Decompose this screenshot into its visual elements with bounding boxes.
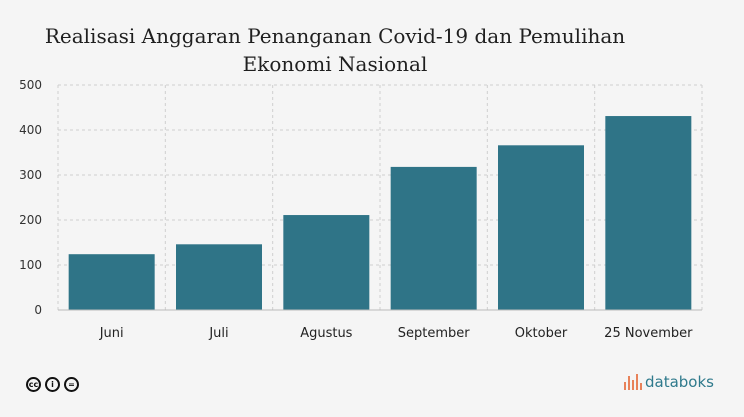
nd-icon[interactable]: = [64,377,79,392]
cc-icon[interactable]: cc [26,377,41,392]
x-tick-label: Agustus [300,326,352,341]
by-icon[interactable]: i [45,377,60,392]
chart-title-line-1: Realisasi Anggaran Penanganan Covid-19 d… [44,24,626,48]
bar-september [390,166,477,310]
bar-juli [176,244,262,310]
y-tick-label: 400 [19,123,42,137]
bar-25-november [605,116,692,310]
chart-title: Realisasi Anggaran Penanganan Covid-19 d… [0,22,670,78]
license-icons: cc i = [26,377,79,392]
databoks-logo[interactable]: databoks [624,373,714,391]
brand-name: databoks [645,373,714,391]
bar-agustus [283,215,370,310]
brand-mark-icon [624,374,642,390]
x-tick-label: Juli [208,326,228,341]
bar-juni [68,254,155,310]
x-tick-label: Oktober [515,326,568,341]
y-tick-label: 300 [19,168,42,182]
y-tick-label: 200 [19,213,42,227]
bar-oktober [498,145,584,310]
x-tick-label: 25 November [604,326,693,341]
y-tick-label: 0 [34,303,42,317]
x-tick-label: Juni [99,326,124,341]
y-tick-label: 100 [19,258,42,272]
chart-title-line-2: Ekonomi Nasional [242,52,428,76]
x-tick-label: September [398,326,471,341]
y-tick-label: 500 [19,78,42,92]
